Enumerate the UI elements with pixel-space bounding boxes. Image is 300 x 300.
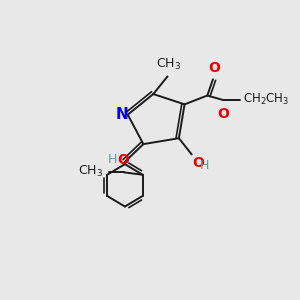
Text: O: O — [192, 156, 204, 170]
Text: O: O — [117, 153, 129, 167]
Text: H: H — [200, 158, 210, 172]
Text: CH$_2$CH$_3$: CH$_2$CH$_3$ — [243, 92, 289, 107]
Text: O: O — [217, 107, 229, 121]
Text: H: H — [108, 153, 117, 166]
Text: O: O — [208, 61, 220, 75]
Text: N: N — [115, 106, 128, 122]
Text: CH$_3$: CH$_3$ — [156, 57, 182, 72]
Text: CH$_3$: CH$_3$ — [78, 164, 103, 179]
